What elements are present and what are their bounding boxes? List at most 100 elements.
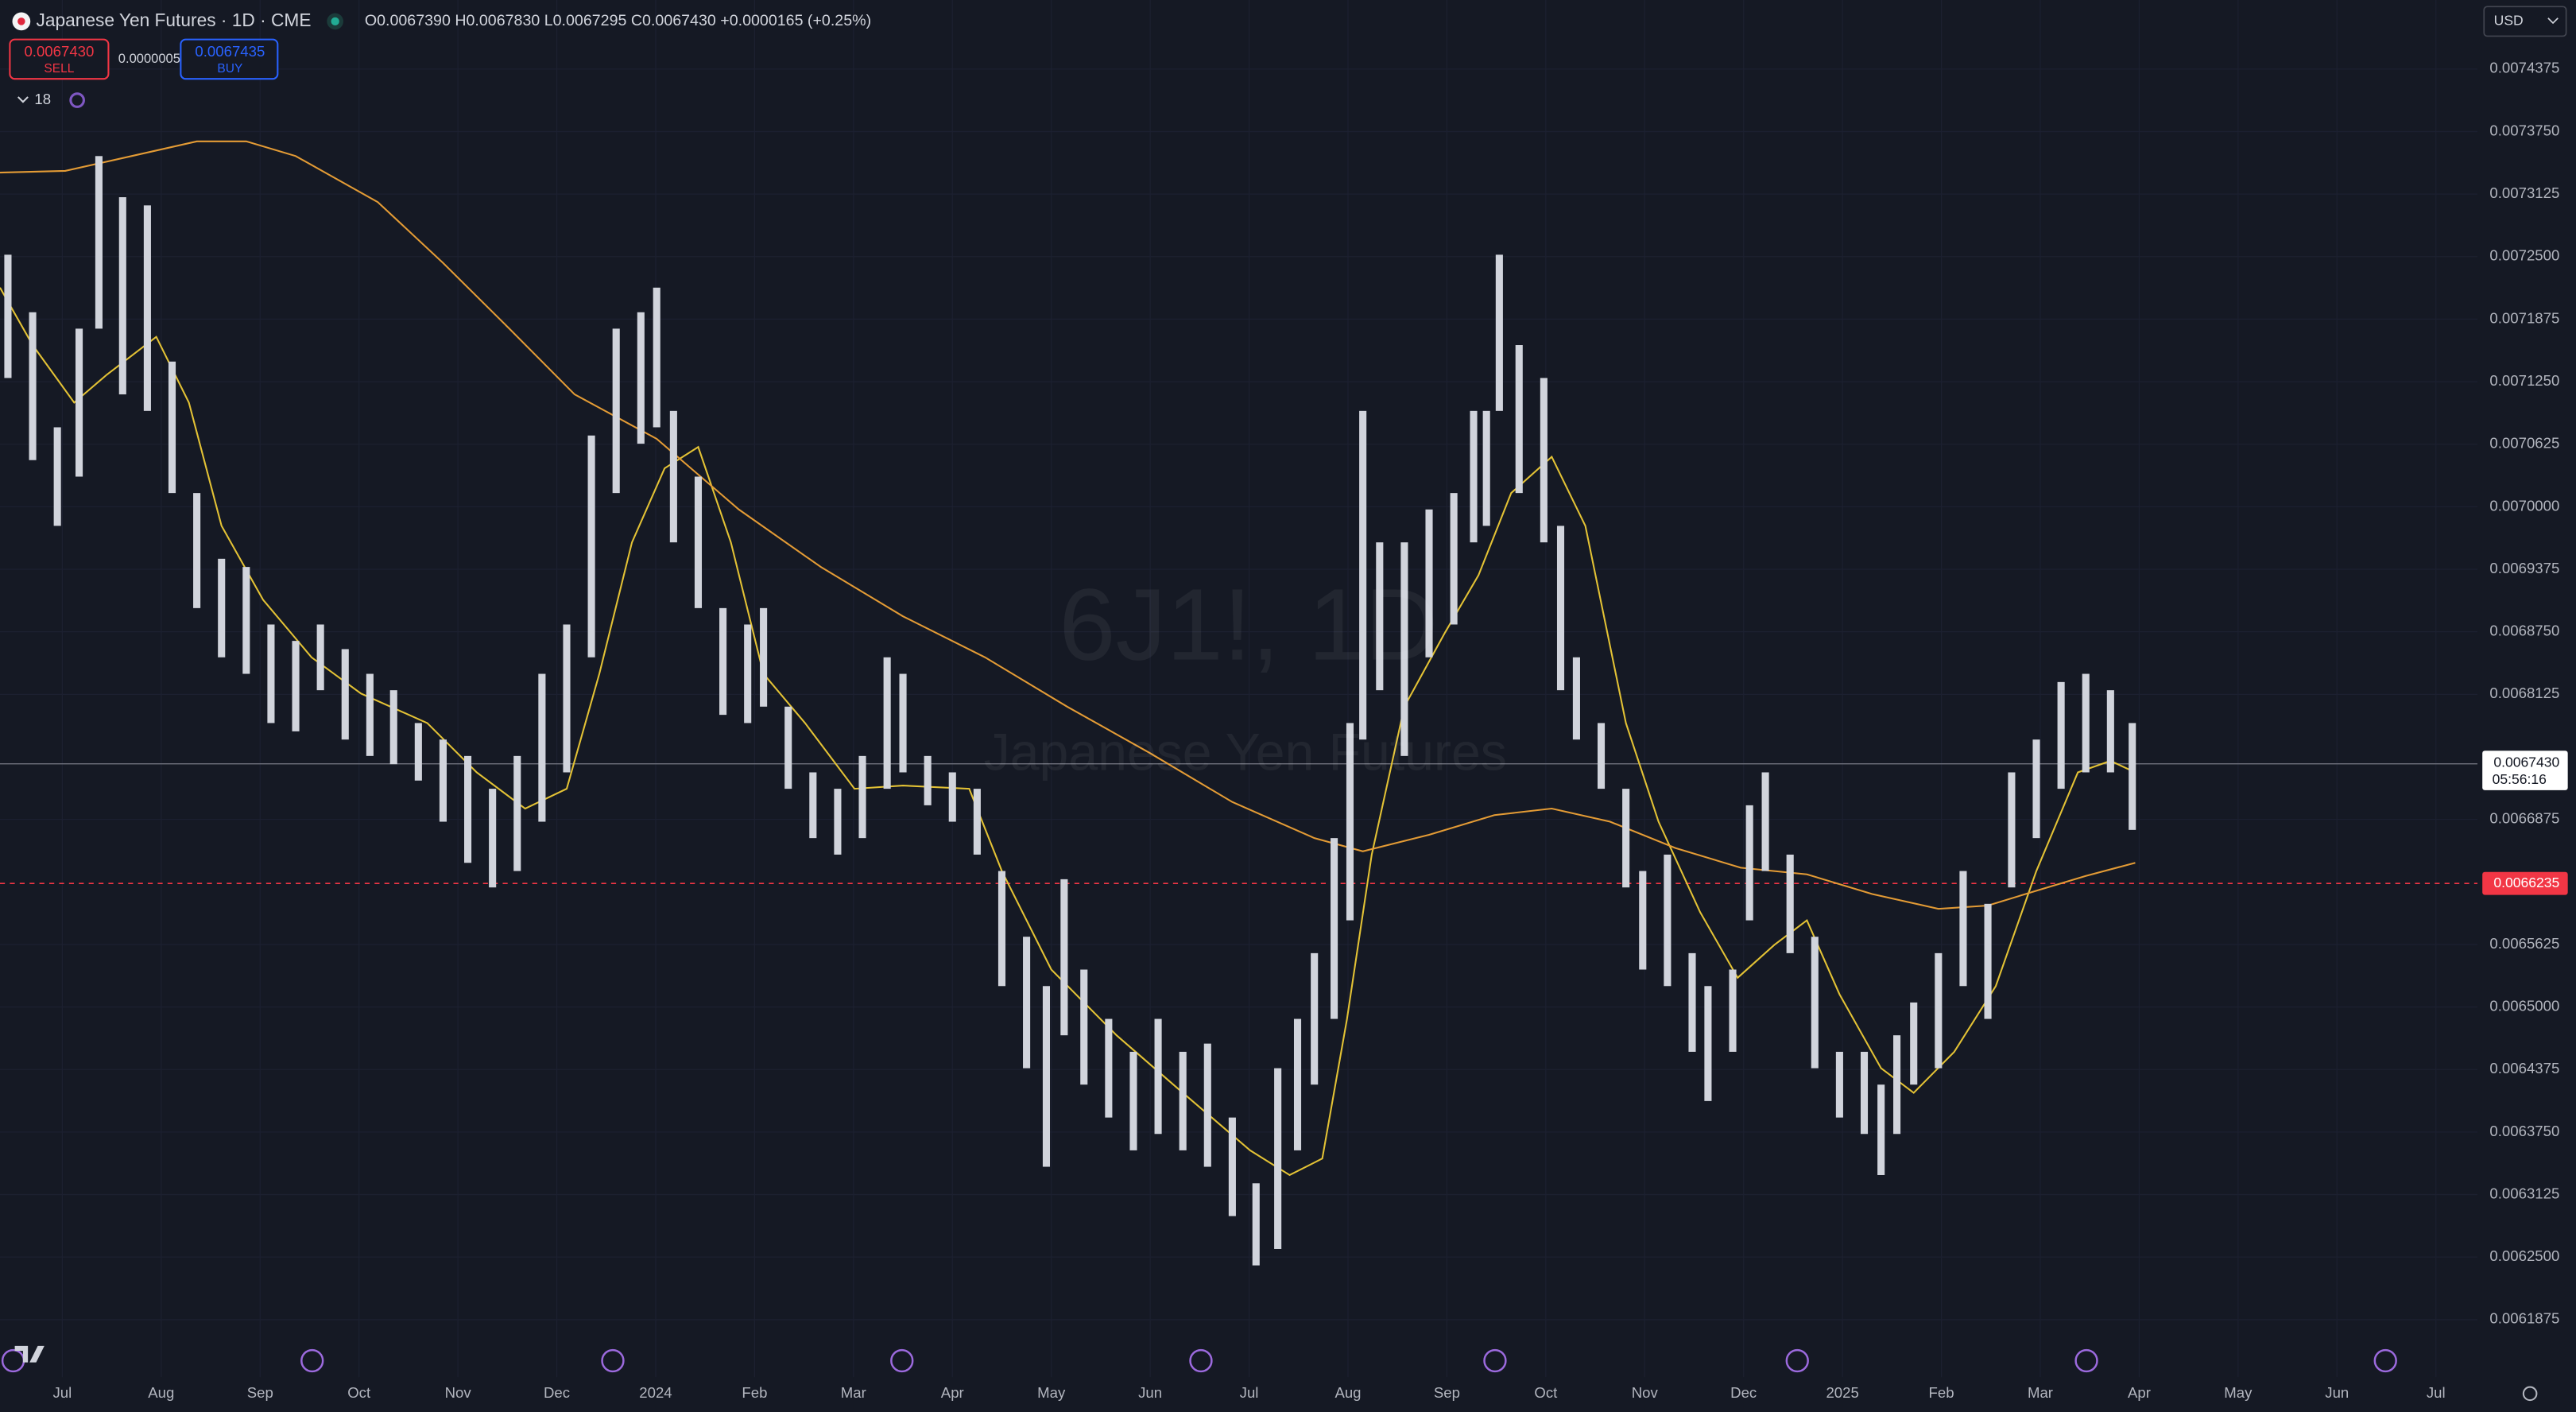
buy-label: BUY (217, 62, 242, 76)
price-bar (168, 361, 176, 494)
price-bar (316, 624, 324, 691)
price-bar (612, 328, 620, 494)
symbol-title[interactable]: Japanese Yen Futures · 1D · CME (36, 10, 311, 30)
price-bar (29, 312, 37, 460)
price-bar (1274, 1068, 1282, 1249)
y-tick-label: 0.0065000 (2489, 997, 2559, 1014)
x-tick-label: 2025 (1826, 1384, 1858, 1401)
price-bar (1023, 937, 1031, 1069)
price-bar (366, 673, 374, 756)
price-bar (744, 624, 752, 723)
sell-button[interactable] (9, 38, 110, 80)
x-tick-label: Jul (1240, 1384, 1259, 1401)
price-bar (341, 649, 349, 740)
price-bar (2106, 690, 2114, 773)
event-marker[interactable] (2074, 1348, 2098, 1373)
price-bar (193, 493, 201, 608)
y-tick-label: 0.0061875 (2489, 1310, 2559, 1327)
event-marker[interactable] (890, 1348, 914, 1373)
sell-price: 0.0067430 (24, 43, 94, 60)
price-bar (1359, 410, 1367, 740)
currency: USD (2494, 13, 2524, 29)
event-marker[interactable] (1189, 1348, 1213, 1373)
y-tick-label: 0.0064375 (2489, 1060, 2559, 1076)
last-price-label: 0.0067430 (2493, 754, 2559, 770)
price-bar (4, 254, 12, 378)
event-marker[interactable] (1785, 1348, 1809, 1373)
y-tick-label: 0.0068750 (2489, 623, 2559, 639)
price-bar (1450, 493, 1458, 625)
price-bar (637, 312, 645, 444)
y-tick-label: 0.0073125 (2489, 184, 2559, 201)
price-bar (75, 328, 83, 477)
market-status (331, 17, 339, 26)
price-bar (1639, 871, 1647, 970)
price-bar (218, 558, 226, 658)
buy-button[interactable] (180, 38, 279, 80)
x-tick-label: 2024 (639, 1384, 672, 1401)
price-bar (2057, 681, 2065, 789)
y-tick-label: 0.0070625 (2489, 435, 2559, 452)
x-tick-label: Mar (2028, 1384, 2053, 1401)
price-bar (1105, 1018, 1113, 1118)
watermark-symbol: 6J1!, 1D (1059, 568, 1438, 682)
price-bar (538, 673, 546, 822)
x-tick-label: May (2224, 1384, 2253, 1401)
y-tick-label: 0.0062500 (2489, 1247, 2559, 1264)
event-marker[interactable] (300, 1348, 324, 1373)
price-bar (1556, 526, 1565, 691)
x-tick-label: Jul (2427, 1384, 2446, 1401)
price-bar (2129, 723, 2136, 830)
price-bar (1572, 657, 1580, 740)
price-bar (784, 706, 792, 789)
logo[interactable] (14, 1345, 45, 1363)
ohlc-values: O0.0067390 H0.0067830 L0.0067295 C0.0067… (365, 12, 871, 29)
price-bar (95, 156, 103, 329)
currency-button[interactable] (2483, 6, 2567, 37)
price-bar (1729, 969, 1737, 1052)
last-price-box (2482, 751, 2568, 790)
price-bar (719, 607, 727, 716)
price-bar (1203, 1043, 1211, 1167)
price-bar (414, 723, 422, 781)
indicators-count[interactable]: 18 (34, 91, 51, 107)
price-bar (1984, 903, 1992, 1019)
price-bar (1293, 1018, 1302, 1150)
x-tick-label: Oct (1534, 1384, 1558, 1401)
price-bar (1877, 1084, 1885, 1175)
price-bar (1935, 952, 1943, 1069)
x-tick-label: Apr (2128, 1384, 2151, 1401)
event-markers (1, 1348, 2397, 1373)
price-bar (489, 789, 497, 888)
price-bar (1346, 723, 1354, 921)
event-marker[interactable] (1483, 1348, 1507, 1373)
price-bar (1228, 1117, 1236, 1216)
y-tick-label: 0.0069375 (2489, 560, 2559, 576)
x-tick-label: Jun (1138, 1384, 1162, 1401)
spread: 0.0000005 (118, 51, 180, 66)
price-bar (242, 567, 250, 674)
indicator-icon[interactable] (69, 92, 85, 108)
moving-average (0, 287, 2136, 1177)
price-bar (1910, 1002, 1918, 1085)
currency-chevron (2547, 17, 2559, 25)
x-tick-label: Feb (742, 1384, 767, 1401)
price-bar (694, 476, 703, 608)
price-bar (834, 789, 842, 855)
price-bar (389, 690, 397, 765)
settings-icon[interactable] (2522, 1386, 2538, 1402)
price-bar (1042, 986, 1051, 1167)
price-bar (587, 435, 595, 658)
price-bar (563, 624, 571, 773)
price-bar (1786, 854, 1794, 953)
event-marker[interactable] (2373, 1348, 2397, 1373)
x-tick-label: Dec (1730, 1384, 1757, 1401)
plot-area (0, 0, 2477, 1378)
event-marker[interactable] (601, 1348, 625, 1373)
indicators-chevron[interactable] (17, 96, 29, 103)
price-bar (1761, 772, 1769, 871)
y-tick-label: 0.0071875 (2489, 309, 2559, 326)
price-bar (1893, 1035, 1901, 1135)
